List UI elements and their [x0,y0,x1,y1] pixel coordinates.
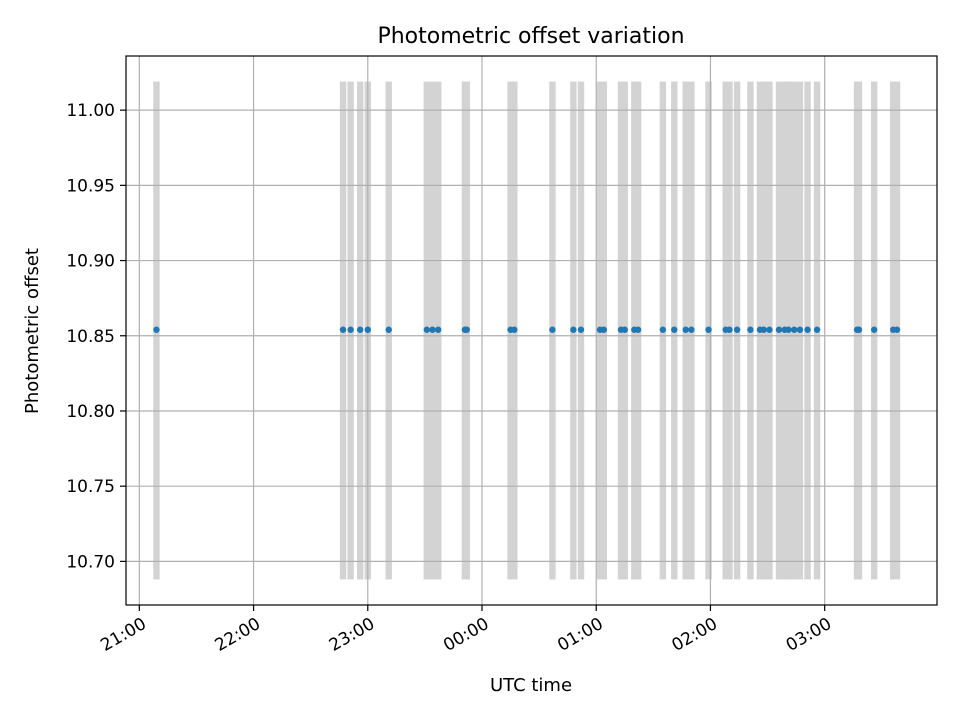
data-point [775,326,783,333]
data-point [621,326,628,333]
y-tick-label: 10.75 [66,477,115,497]
data-point [435,326,442,333]
y-tick-label: 10.95 [66,176,115,196]
grid-lines [126,56,937,605]
data-point [153,326,160,333]
data-point [766,326,773,333]
data-point [705,326,712,333]
y-tick-label: 10.80 [66,402,115,422]
data-point [671,326,678,333]
y-tick-label: 10.70 [66,552,115,572]
data-point [600,326,608,333]
data-point [893,326,901,333]
data-point [364,326,371,333]
data-point [785,326,792,333]
data-point [659,326,667,333]
data-point [796,326,804,333]
y-tick-label: 10.90 [66,252,115,272]
data-point [385,326,392,333]
y-tick-label: 10.85 [66,327,115,347]
y-tick-label: 11.00 [66,101,115,121]
x-axis-label: UTC time [490,675,572,696]
data-point [634,326,642,333]
data-point [549,326,556,333]
data-point [570,326,577,333]
y-axis-label: Photometric offset [22,248,43,414]
data-point [463,326,470,333]
data-point [339,326,347,333]
data-point [804,326,811,333]
data-point [855,326,863,333]
data-point [870,326,878,333]
data-point [429,326,436,333]
data-point [688,326,695,333]
plot-frame [125,55,938,606]
data-point [682,326,689,333]
data-points [153,326,901,333]
data-point [577,326,585,333]
data-point [511,326,518,333]
data-point [760,326,767,333]
data-point [356,326,364,333]
y-axis-ticks: 10.70 10.75 10.80 10.85 10.90 10.95 11.00 [66,101,126,572]
data-point [423,326,430,333]
data-point [347,326,354,333]
data-point [747,326,754,333]
data-point [733,326,741,333]
chart-title: Photometric offset variation [377,24,684,49]
data-point [726,326,733,333]
data-point [791,326,798,333]
data-point [813,326,821,333]
